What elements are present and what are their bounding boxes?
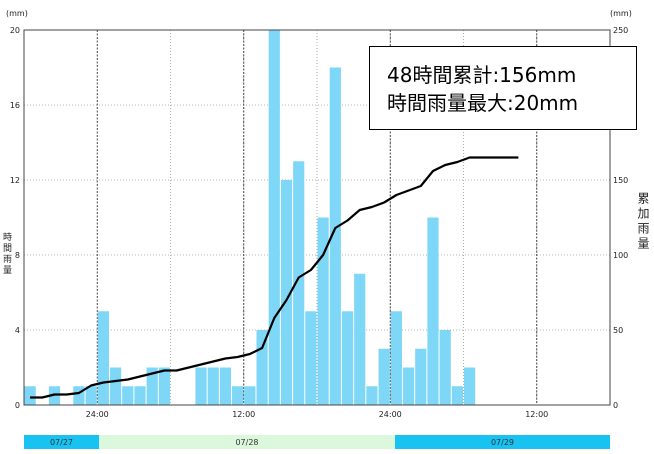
- rainfall-bar: [366, 386, 378, 405]
- rainfall-bar: [317, 217, 329, 405]
- right-tick-label: 0: [613, 401, 618, 410]
- rainfall-bar: [305, 311, 317, 405]
- rainfall-bar: [464, 367, 476, 405]
- left-unit-label: (mm): [6, 9, 28, 18]
- rainfall-bar: [207, 367, 219, 405]
- left-tick-label: 16: [10, 101, 20, 110]
- date-label: 07/29: [491, 438, 514, 447]
- rainfall-bar: [390, 311, 402, 405]
- rainfall-bar: [232, 386, 244, 405]
- rainfall-bar: [427, 217, 439, 405]
- date-band-segment: [395, 435, 610, 449]
- rainfall-bar: [146, 367, 158, 405]
- rainfall-bar: [158, 367, 170, 405]
- total-48h-text: 48時間累計:156mm: [387, 63, 577, 87]
- rainfall-bar: [24, 386, 36, 405]
- rainfall-bar: [341, 311, 354, 405]
- date-band-segment: [99, 435, 395, 449]
- rainfall-bar: [268, 30, 280, 405]
- date-band: 07/27 07/28 07/29: [24, 435, 610, 449]
- rainfall-bar: [195, 367, 207, 405]
- rainfall-bar: [402, 367, 415, 405]
- rainfall-bar: [451, 386, 463, 405]
- left-axis-label: 時間雨量: [1, 232, 12, 276]
- right-tick-label: 100: [613, 251, 628, 260]
- right-tick-label: 150: [613, 176, 628, 185]
- rainfall-bar: [280, 180, 293, 405]
- rainfall-bar: [122, 386, 134, 405]
- date-label: 07/27: [50, 438, 73, 447]
- rainfall-bar: [256, 330, 268, 405]
- x-tick-label: 24:00: [379, 410, 402, 419]
- right-unit-label: (mm): [610, 9, 632, 18]
- right-tick-label: 50: [613, 326, 623, 335]
- rainfall-bar: [329, 67, 341, 405]
- right-tick-label: 250: [613, 26, 628, 35]
- date-label: 07/28: [235, 438, 258, 447]
- x-tick-label: 24:00: [86, 410, 109, 419]
- left-tick-label: 20: [10, 26, 20, 35]
- rainfall-bar: [439, 330, 451, 405]
- left-tick-label: 8: [15, 251, 20, 260]
- rainfall-bar: [97, 311, 109, 405]
- rainfall-bar: [109, 367, 122, 405]
- plot-frame: [23, 29, 611, 406]
- rainfall-bar: [85, 386, 97, 405]
- rainfall-bar: [73, 386, 85, 405]
- max-hourly-text: 時間雨量最大:20mm: [387, 91, 579, 115]
- left-tick-label: 12: [10, 176, 20, 185]
- rainfall-bar: [378, 348, 390, 405]
- left-tick-label: 4: [15, 326, 20, 335]
- rainfall-bar: [244, 386, 256, 405]
- rainfall-bar: [354, 273, 366, 405]
- rainfall-bar: [415, 348, 427, 405]
- rainfall-bar: [293, 161, 305, 405]
- rainfall-bar: [219, 367, 232, 405]
- rainfall-bar: [134, 386, 146, 405]
- x-tick-label: 12:00: [525, 410, 548, 419]
- cumulative-rainfall-line: [30, 156, 519, 399]
- grid-layer: [24, 30, 610, 405]
- right-axis-label: 累加雨量: [636, 192, 650, 252]
- x-tick-label: 12:00: [232, 410, 255, 419]
- date-band-segment: [24, 435, 99, 449]
- left-tick-label: 0: [15, 401, 20, 410]
- summary-annotation: 48時間累計:156mm 時間雨量最大:20mm: [369, 46, 637, 130]
